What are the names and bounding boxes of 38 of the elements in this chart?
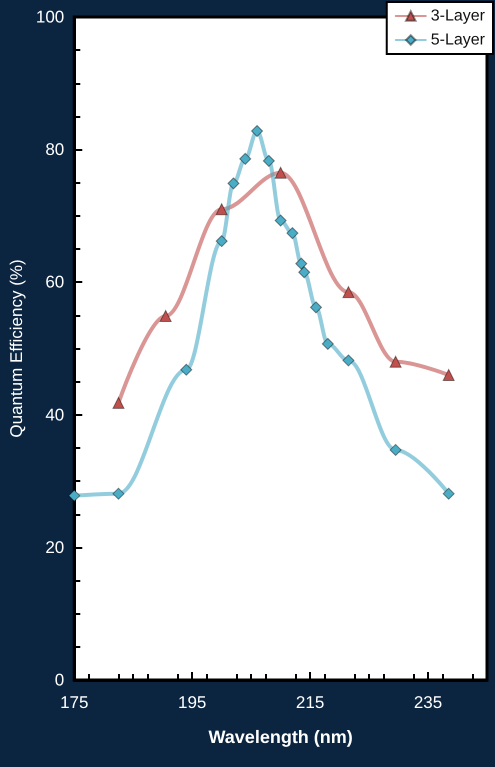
point [286, 227, 298, 240]
point [390, 444, 402, 456]
y-tick-label: 100 [36, 8, 64, 26]
point [112, 396, 124, 409]
x-tick-label: 215 [296, 693, 324, 712]
point [342, 286, 354, 298]
y-tick-label: 20 [45, 538, 64, 557]
point [310, 301, 322, 314]
point [295, 258, 308, 270]
y-tick-label: 60 [45, 272, 64, 292]
y-tick-label: 80 [45, 140, 64, 160]
point [262, 154, 275, 167]
y-tick-label: 40 [45, 405, 64, 424]
point [274, 214, 287, 227]
point [216, 235, 228, 248]
point [342, 354, 354, 366]
point [112, 488, 124, 500]
point [160, 310, 172, 322]
point [251, 125, 264, 138]
x-tick-label: 235 [414, 693, 442, 712]
point [442, 488, 455, 500]
point [274, 166, 287, 179]
point [216, 203, 228, 216]
point [239, 152, 252, 165]
x-tick-label: 175 [60, 693, 88, 712]
point [442, 369, 455, 382]
point [180, 364, 192, 376]
legend-label: 5-Layer [430, 32, 486, 48]
legend-label: 3-Layer [430, 8, 486, 24]
point [298, 266, 310, 278]
x-tick-label: 195 [178, 693, 206, 712]
point [390, 356, 402, 368]
y-tick-label: 0 [54, 670, 64, 690]
point [68, 490, 80, 502]
y-axis-title: Quantum Efficiency (%) [7, 259, 26, 438]
x-axis-title: Wavelength (nm) [208, 727, 353, 747]
point [322, 338, 334, 350]
point [227, 177, 240, 190]
